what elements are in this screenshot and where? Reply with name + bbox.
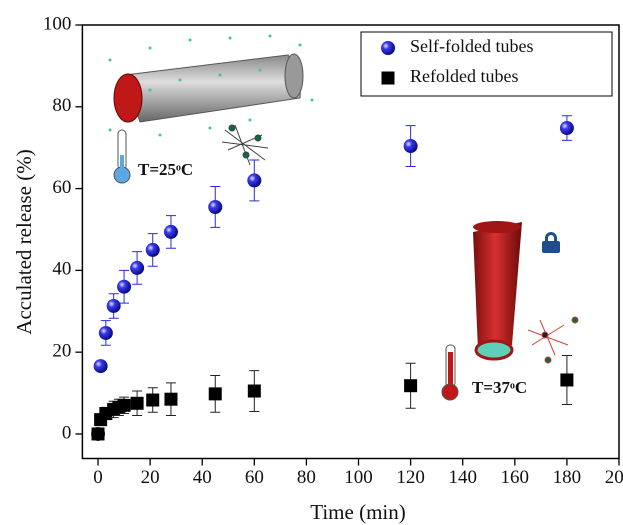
legend-marker: [382, 72, 395, 85]
annotation: T=25ᵒC: [138, 160, 193, 179]
network-icon: [222, 125, 268, 165]
thermometer-hot: [442, 345, 458, 400]
point: [208, 200, 222, 214]
point: [248, 385, 261, 398]
point: [99, 326, 113, 340]
y-tick-label: 100: [43, 13, 72, 34]
point: [164, 393, 177, 406]
x-tick-label: 180: [553, 467, 582, 488]
point: [247, 173, 261, 187]
x-tick-label: 120: [396, 467, 425, 488]
lock-icon: [542, 232, 560, 253]
legend-marker: [381, 41, 395, 55]
gray-tube: [114, 54, 303, 122]
x-tick-label: 160: [501, 467, 530, 488]
x-tick-label: 80: [297, 467, 316, 488]
point: [146, 243, 160, 257]
x-tick-label: 20: [141, 467, 160, 488]
point: [130, 261, 144, 275]
x-tick-label: 140: [448, 467, 477, 488]
legend: Self-folded tubes Refolded tubes: [361, 32, 612, 96]
x-tick-label: 60: [245, 467, 264, 488]
legend-label: Self-folded tubes: [410, 36, 533, 56]
point: [560, 121, 574, 135]
y-tick-label: 20: [52, 341, 71, 362]
red-tube: [473, 221, 522, 359]
point: [404, 139, 418, 153]
legend-label: Refolded tubes: [410, 66, 518, 86]
y-tick-label: 0: [62, 422, 72, 443]
point: [92, 427, 105, 440]
point: [404, 379, 417, 392]
point: [146, 394, 159, 407]
y-tick-label: 60: [52, 177, 71, 198]
point: [118, 399, 131, 412]
y-tick-label: 80: [52, 95, 71, 116]
chart: T=25ᵒC T=37ᵒC Time (min) Acculated relea…: [0, 0, 623, 525]
point: [131, 397, 144, 410]
y-tick-label: 40: [52, 259, 71, 280]
x-axis-title: Time (min): [310, 500, 405, 524]
x-tick-label: 100: [344, 467, 373, 488]
point: [164, 225, 178, 239]
network-icon-red: [528, 317, 578, 363]
x-tick-label: 200: [605, 467, 623, 488]
point: [117, 280, 131, 294]
annotation: T=37ᵒC: [472, 378, 527, 397]
point: [209, 387, 222, 400]
y-axis-title: Acculated release (%): [12, 149, 36, 334]
x-tick-label: 40: [193, 467, 212, 488]
point: [107, 299, 121, 313]
thermometer-cold: [114, 130, 130, 183]
point: [94, 359, 108, 373]
point: [560, 373, 573, 386]
x-tick-label: 0: [93, 467, 103, 488]
